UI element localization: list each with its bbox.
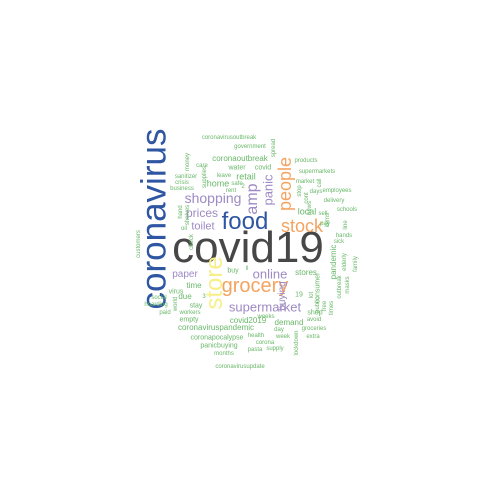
word-stock: stock (280, 216, 324, 236)
word-oil: oil (180, 226, 188, 232)
word-rent: rent (225, 188, 237, 194)
word-hands: hands (335, 233, 353, 239)
word-times: times (329, 300, 335, 316)
word-pandemic: pandemic (329, 244, 338, 280)
word-supermarket: supermarket (228, 299, 302, 315)
word-sanitizer: sanitizer (174, 174, 198, 180)
word-buy: buy (227, 267, 239, 275)
word-public: public (315, 297, 321, 313)
word-pasta: pasta (247, 347, 263, 353)
word-line: line (343, 220, 349, 230)
word-3: 3 (202, 294, 206, 300)
word-coronavirusupdate: coronavirusupdate (215, 364, 265, 370)
word-stay: stay (189, 302, 203, 310)
word-money: money (185, 152, 191, 172)
word-delivery: delivery (323, 198, 345, 204)
word-supermarkets: supermarkets (298, 169, 336, 175)
word-grocery: grocery (221, 275, 289, 297)
word-panic: panic (260, 174, 276, 206)
word-cont: cont (304, 192, 310, 204)
word-supply: supply (266, 346, 284, 352)
word-crisis: crisis (175, 180, 189, 186)
word-empty: empty (179, 316, 199, 324)
word-care: care (196, 163, 208, 169)
word-demand: demand (274, 318, 304, 327)
word-hoarding: hoarding (144, 302, 168, 308)
word-workers: workers (179, 310, 201, 316)
word-lot: lot (309, 291, 315, 299)
word-days: days (309, 189, 323, 195)
word-leave: leave (216, 173, 232, 179)
word-buying: buying (277, 281, 288, 311)
word-water: water (228, 164, 246, 172)
word-shelves: shelves (185, 204, 191, 226)
word-stop: stop (297, 185, 303, 197)
word-government: government (234, 144, 266, 150)
word-lockdown: lockdown (294, 330, 300, 356)
word-local: local (297, 206, 317, 217)
word-schools: schools (336, 207, 358, 213)
word-food: food (221, 208, 269, 235)
word-family: family (353, 256, 359, 272)
word-19: 19 (295, 291, 303, 299)
word-panicbuying: panicbuying (200, 342, 238, 350)
word-masks: masks (345, 276, 351, 294)
word-pay: pay (320, 221, 330, 227)
word-covid2019: covid2019 (229, 316, 267, 325)
word-social: social (151, 295, 167, 301)
word-check: check (189, 234, 195, 250)
word-week: week (275, 334, 291, 340)
word-time: time (186, 281, 202, 290)
word-spread: spread (271, 138, 277, 158)
word-groceries: groceries (301, 326, 327, 332)
word-sick: sick (333, 239, 345, 245)
word-coronaviruspandemic: coronaviruspandemic (177, 323, 255, 332)
word-coronavirus: coronavirus (134, 128, 174, 310)
word-coronavirusoutbreak: coronavirusoutbreak (201, 135, 257, 141)
word-home: home (206, 178, 230, 189)
word-ll: ll (245, 266, 249, 272)
word-paid: paid (159, 310, 171, 316)
word-2: 2 (241, 184, 245, 190)
word-health: health (247, 333, 265, 339)
word-outbreak: outbreak (337, 275, 343, 299)
word-safe: safe (231, 181, 243, 187)
word-coronapocalypse: coronapocalypse (190, 334, 244, 342)
word-online: online (252, 266, 288, 282)
word-supplies: supplies (202, 165, 208, 189)
word-stores: stores (295, 268, 317, 277)
word-extra: extra (306, 334, 320, 340)
word-hand: hand (178, 205, 184, 219)
word-customers: customers (136, 230, 142, 258)
word-world: world (173, 296, 179, 312)
word-avoid: avoid (306, 317, 322, 323)
word-coronaoutbreak: coronaoutbreak (212, 154, 268, 163)
word-covid: covid (254, 164, 272, 172)
word-business: business (170, 186, 194, 192)
word-amp: amp (244, 183, 261, 215)
word-day: day (274, 327, 284, 333)
word-due: due (178, 292, 192, 301)
word-weeks: weeks (257, 314, 275, 320)
word-sell: sell (318, 211, 328, 217)
word-shopping: shopping (184, 190, 242, 206)
word-covid19: covid19 (172, 223, 324, 272)
word-free: free (322, 300, 328, 312)
word-prices: prices (185, 206, 219, 220)
word-paper: paper (172, 269, 198, 280)
word-elderly: elderly (342, 253, 348, 271)
word-call: call (317, 178, 323, 188)
word-employees: employees (322, 188, 352, 194)
word-corona: corona (255, 340, 275, 346)
word-people: people (275, 156, 295, 212)
word-virus: virus (168, 288, 184, 296)
word-market: market (295, 179, 315, 185)
word-products: products (294, 158, 318, 164)
word-months: months (214, 351, 234, 357)
word-retail: retail (236, 171, 256, 182)
word-toilet: toilet (191, 220, 215, 233)
word-shop: shop (307, 309, 323, 317)
